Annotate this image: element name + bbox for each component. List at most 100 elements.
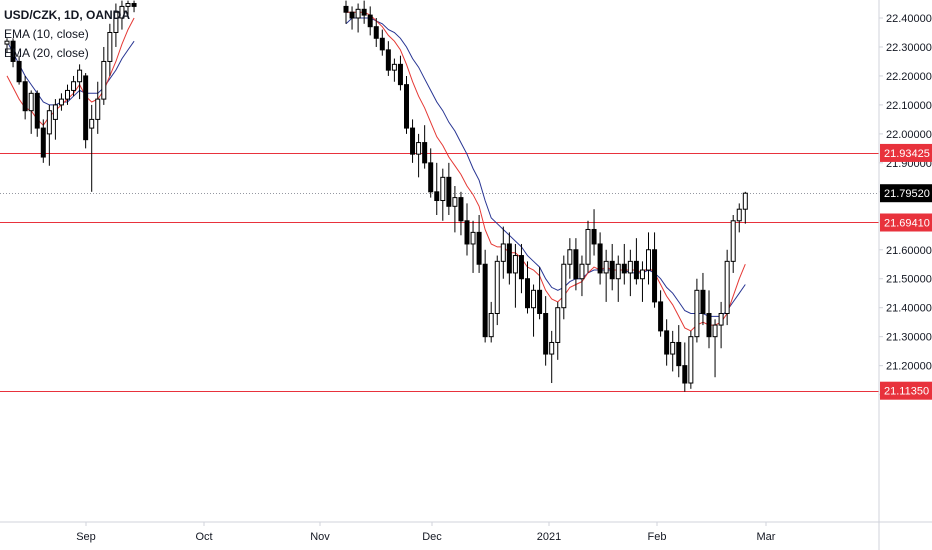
candle: [585, 220, 591, 273]
candle-body: [83, 75, 89, 141]
candle: [476, 214, 482, 273]
candle-body: [470, 231, 476, 245]
candle-body: [633, 260, 639, 280]
candle: [597, 232, 603, 285]
candle-body: [506, 243, 512, 274]
time-tick-label: Dec: [422, 531, 442, 543]
candle-body: [525, 278, 530, 309]
candle-body: [736, 208, 742, 222]
candle-body: [609, 260, 615, 280]
candle: [65, 84, 70, 105]
candle: [712, 319, 718, 378]
candle: [670, 330, 676, 372]
candle: [736, 203, 742, 233]
candle-body: [730, 220, 736, 262]
legend-ema20[interactable]: EMA (20, close): [4, 46, 89, 60]
candle: [458, 191, 464, 236]
candle-body: [670, 341, 676, 355]
candle: [537, 267, 543, 320]
candle-body: [71, 81, 77, 91]
candle-body: [452, 197, 458, 207]
candle-body: [113, 11, 119, 33]
candle-body: [416, 142, 422, 155]
candle-body: [391, 63, 397, 71]
time-axis[interactable]: [0, 521, 932, 550]
candle-body: [585, 228, 591, 265]
price-tick-label: 22.20000: [886, 71, 932, 83]
price-tick-label: 22.30000: [886, 42, 932, 54]
candle: [658, 290, 664, 337]
level-price-tag: 21.11350: [880, 381, 932, 400]
price-tick-label: 22.40000: [886, 13, 932, 25]
legend-ema10[interactable]: EMA (10, close): [4, 27, 89, 41]
time-tick-label: Mar: [757, 531, 776, 543]
candle-body: [22, 81, 28, 112]
time-tick-label: Sep: [76, 531, 96, 543]
candle: [591, 209, 597, 256]
candle-body: [688, 336, 694, 384]
candle-body: [742, 192, 748, 210]
candlesticks: [4, 0, 748, 392]
candle-body: [422, 142, 428, 164]
candle: [543, 296, 549, 366]
candle: [89, 104, 95, 192]
candle-body: [543, 312, 549, 355]
candle: [518, 243, 524, 294]
candle: [488, 301, 494, 343]
candle: [22, 75, 28, 120]
candle: [646, 232, 651, 285]
candle-body: [567, 249, 573, 265]
candle: [385, 41, 391, 76]
last-price-tag-bg: [880, 184, 932, 203]
candle-body: [440, 176, 446, 202]
candle: [52, 99, 58, 140]
candle: [440, 168, 446, 221]
time-axis-labels: Sep Oct Nov Dec 2021 Feb Mar: [76, 522, 776, 543]
candle: [131, 0, 137, 13]
candle-body: [500, 243, 506, 262]
candle-body: [561, 263, 567, 309]
candle: [34, 90, 40, 137]
candle: [706, 290, 712, 349]
candle: [573, 238, 579, 291]
time-tick-label: Feb: [648, 531, 667, 543]
candle-body: [494, 260, 500, 314]
candle: [482, 249, 488, 343]
candle: [603, 249, 609, 302]
candle-body: [682, 365, 688, 384]
candle-body: [385, 49, 391, 71]
candle-body: [555, 307, 561, 343]
candle: [40, 119, 46, 163]
price-axis[interactable]: [878, 0, 932, 522]
candle-body: [349, 11, 355, 19]
candle: [506, 232, 512, 285]
candle: [494, 255, 500, 326]
time-tick-label: Oct: [195, 531, 212, 543]
legend-symbol[interactable]: USD/CZK, 1D, OANDA: [4, 8, 131, 22]
candle: [555, 301, 561, 360]
level-price-tag-label: 21.11350: [884, 386, 929, 398]
candle-body: [591, 228, 597, 245]
candle-body: [379, 37, 385, 51]
candle: [404, 75, 409, 134]
horizontal-levels[interactable]: [0, 153, 879, 392]
candle: [397, 55, 403, 91]
level-price-tag: 21.69410: [880, 213, 932, 232]
level-price-tag-label: 21.69410: [884, 217, 930, 229]
candle-body: [706, 312, 712, 338]
candle: [652, 232, 658, 308]
candle: [95, 81, 101, 134]
candle-body: [10, 40, 16, 62]
candle-body: [718, 312, 724, 326]
candle: [500, 226, 506, 279]
candle: [361, 0, 367, 24]
candle: [446, 162, 452, 215]
level-price-tag-bg: [880, 381, 932, 400]
candle-body: [627, 260, 633, 274]
candle: [639, 261, 645, 302]
candle: [682, 342, 688, 392]
price-tick-label: 22.00000: [886, 129, 932, 141]
price-tick-label: 22.10000: [886, 100, 932, 112]
ema10-series: [6, 11, 746, 332]
